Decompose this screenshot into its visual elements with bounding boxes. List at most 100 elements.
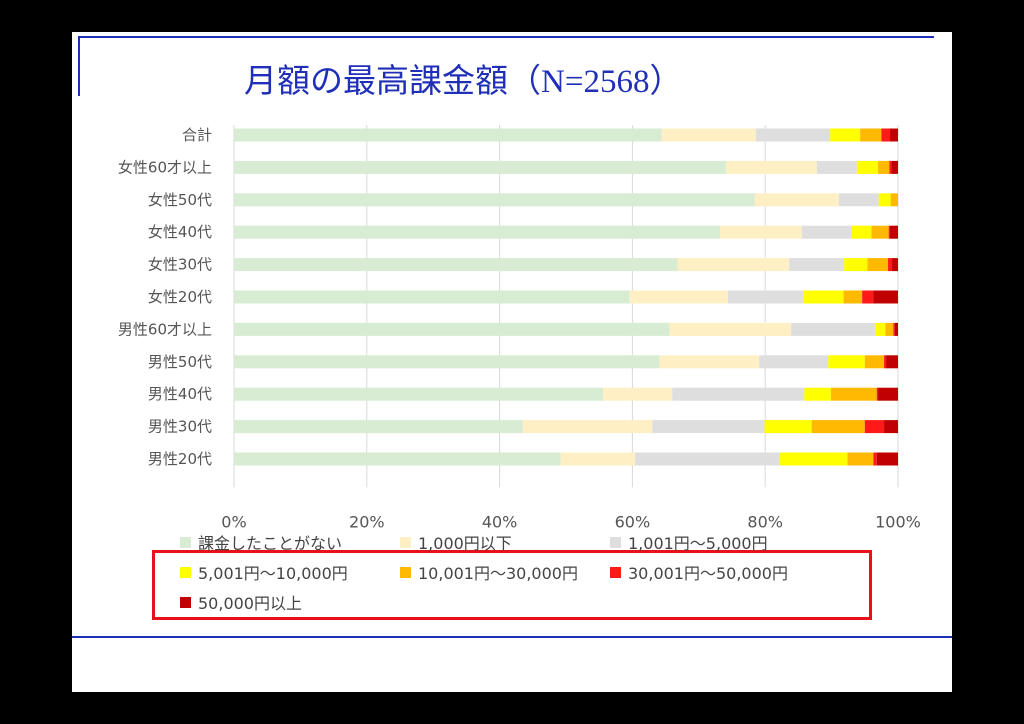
bar-segment xyxy=(876,452,898,466)
bar-segment xyxy=(234,128,662,142)
legend-swatch xyxy=(610,536,621,548)
legend-item: 5,001円～10,000円 xyxy=(180,560,348,584)
bar-segment xyxy=(234,290,630,304)
x-tick-label: 60% xyxy=(615,512,651,531)
bar-segment xyxy=(888,258,893,272)
bar-segment xyxy=(803,290,844,304)
bar-segment xyxy=(791,322,876,336)
bar-segment xyxy=(234,160,727,174)
x-tick-label: 0% xyxy=(221,512,246,531)
chart-title: 月額の最高課金額（N=2568） xyxy=(244,54,682,102)
bar-segment xyxy=(862,290,874,304)
bar-segment xyxy=(234,193,755,207)
bar-segment xyxy=(891,160,898,174)
bar-segment xyxy=(871,225,889,239)
bar-segment xyxy=(894,322,898,336)
bar-segment xyxy=(889,160,892,174)
bar-segment xyxy=(234,258,678,272)
slide: 月額の最高課金額（N=2568） 0% 20% 40% 60% 80% 100% 合計 女性6… xyxy=(72,32,952,692)
top-rule xyxy=(78,36,934,38)
bar-segment xyxy=(720,225,802,239)
bar-chart: 0% 20% 40% 60% 80% 100% 合計女性60才以上女性50代女性40代女性3… xyxy=(118,125,921,531)
x-tick-label: 40% xyxy=(482,512,518,531)
bar-segment xyxy=(560,452,636,466)
legend-swatch xyxy=(400,536,411,548)
bar-segment xyxy=(864,355,885,369)
bar-segment xyxy=(652,420,765,434)
legend-item: 30,001円～50,000円 xyxy=(610,560,788,584)
legend-swatch xyxy=(180,596,191,608)
legend-item: 1,000円以下 xyxy=(400,530,512,554)
category-label: 男性40代 xyxy=(148,385,212,403)
bar-segment xyxy=(830,387,877,401)
category-label: 女性40代 xyxy=(148,223,212,241)
legend-item: 課金したことがない xyxy=(180,530,342,554)
bar-segment xyxy=(759,355,829,369)
bar-segment xyxy=(843,290,863,304)
legend-label: 10,001円～30,000円 xyxy=(418,564,578,583)
bar-segment xyxy=(522,420,653,434)
legend-swatch xyxy=(610,566,621,578)
bar-segment xyxy=(893,322,895,336)
bar-segment xyxy=(234,225,721,239)
bar-segment xyxy=(873,452,877,466)
bar-segment xyxy=(890,225,898,239)
bar-segment xyxy=(884,355,887,369)
bar-segment xyxy=(844,258,868,272)
chart-title-n: （N=2568） xyxy=(508,64,683,100)
bar-segment xyxy=(677,258,790,272)
x-tick-label: 100% xyxy=(875,512,921,531)
category-label: 男性60才以上 xyxy=(118,320,212,338)
legend-item: 10,001円～30,000円 xyxy=(400,560,578,584)
bar-segment xyxy=(629,290,729,304)
legend-swatch xyxy=(180,536,191,548)
bar-segment xyxy=(755,128,831,142)
bar-segment xyxy=(669,322,792,336)
bar-segment xyxy=(635,452,780,466)
category-label: 女性30代 xyxy=(148,256,212,274)
bar-segment xyxy=(876,387,879,401)
legend-label: 50,000円以上 xyxy=(198,594,302,613)
bottom-rule xyxy=(72,636,952,638)
bar-segment xyxy=(789,258,845,272)
bar-segment xyxy=(847,452,874,466)
legend-label: 5,001円～10,000円 xyxy=(198,564,348,583)
bar-segment xyxy=(890,128,898,142)
bar-segment xyxy=(888,225,891,239)
bar-segment xyxy=(234,387,604,401)
bar-segment xyxy=(234,322,670,336)
category-label: 女性50代 xyxy=(148,191,212,209)
bar-segment xyxy=(890,193,898,207)
bar-segment xyxy=(801,225,852,239)
bar-segment xyxy=(881,128,891,142)
bar-segment xyxy=(878,193,891,207)
bar-segment xyxy=(892,258,898,272)
legend-swatch xyxy=(180,566,191,578)
bar-segment xyxy=(764,420,812,434)
legend-label: 1,000円以下 xyxy=(418,534,512,553)
bar-segment xyxy=(867,258,889,272)
bar-segment xyxy=(851,225,872,239)
bar-segment xyxy=(873,290,898,304)
bar-segment xyxy=(779,452,848,466)
bar-segment xyxy=(603,387,673,401)
category-label: 男性20代 xyxy=(148,450,212,468)
bar-segment xyxy=(828,355,865,369)
x-tick-label: 20% xyxy=(349,512,385,531)
bar-segment xyxy=(672,387,805,401)
bar-segment xyxy=(811,420,865,434)
legend-label: 30,001円～50,000円 xyxy=(628,564,788,583)
bar-segment xyxy=(864,420,885,434)
bar-segment xyxy=(856,160,879,174)
category-label: 男性30代 xyxy=(148,418,212,436)
bar-segment xyxy=(875,322,886,336)
bar-segment xyxy=(838,193,879,207)
bar-segment xyxy=(885,322,894,336)
category-label: 女性60才以上 xyxy=(118,158,212,176)
bar-segment xyxy=(878,160,890,174)
bar-segment xyxy=(816,160,857,174)
bar-segment xyxy=(728,290,804,304)
bar-segment xyxy=(659,355,760,369)
bar-segment xyxy=(726,160,817,174)
legend-item: 1,001円～5,000円 xyxy=(610,530,768,554)
